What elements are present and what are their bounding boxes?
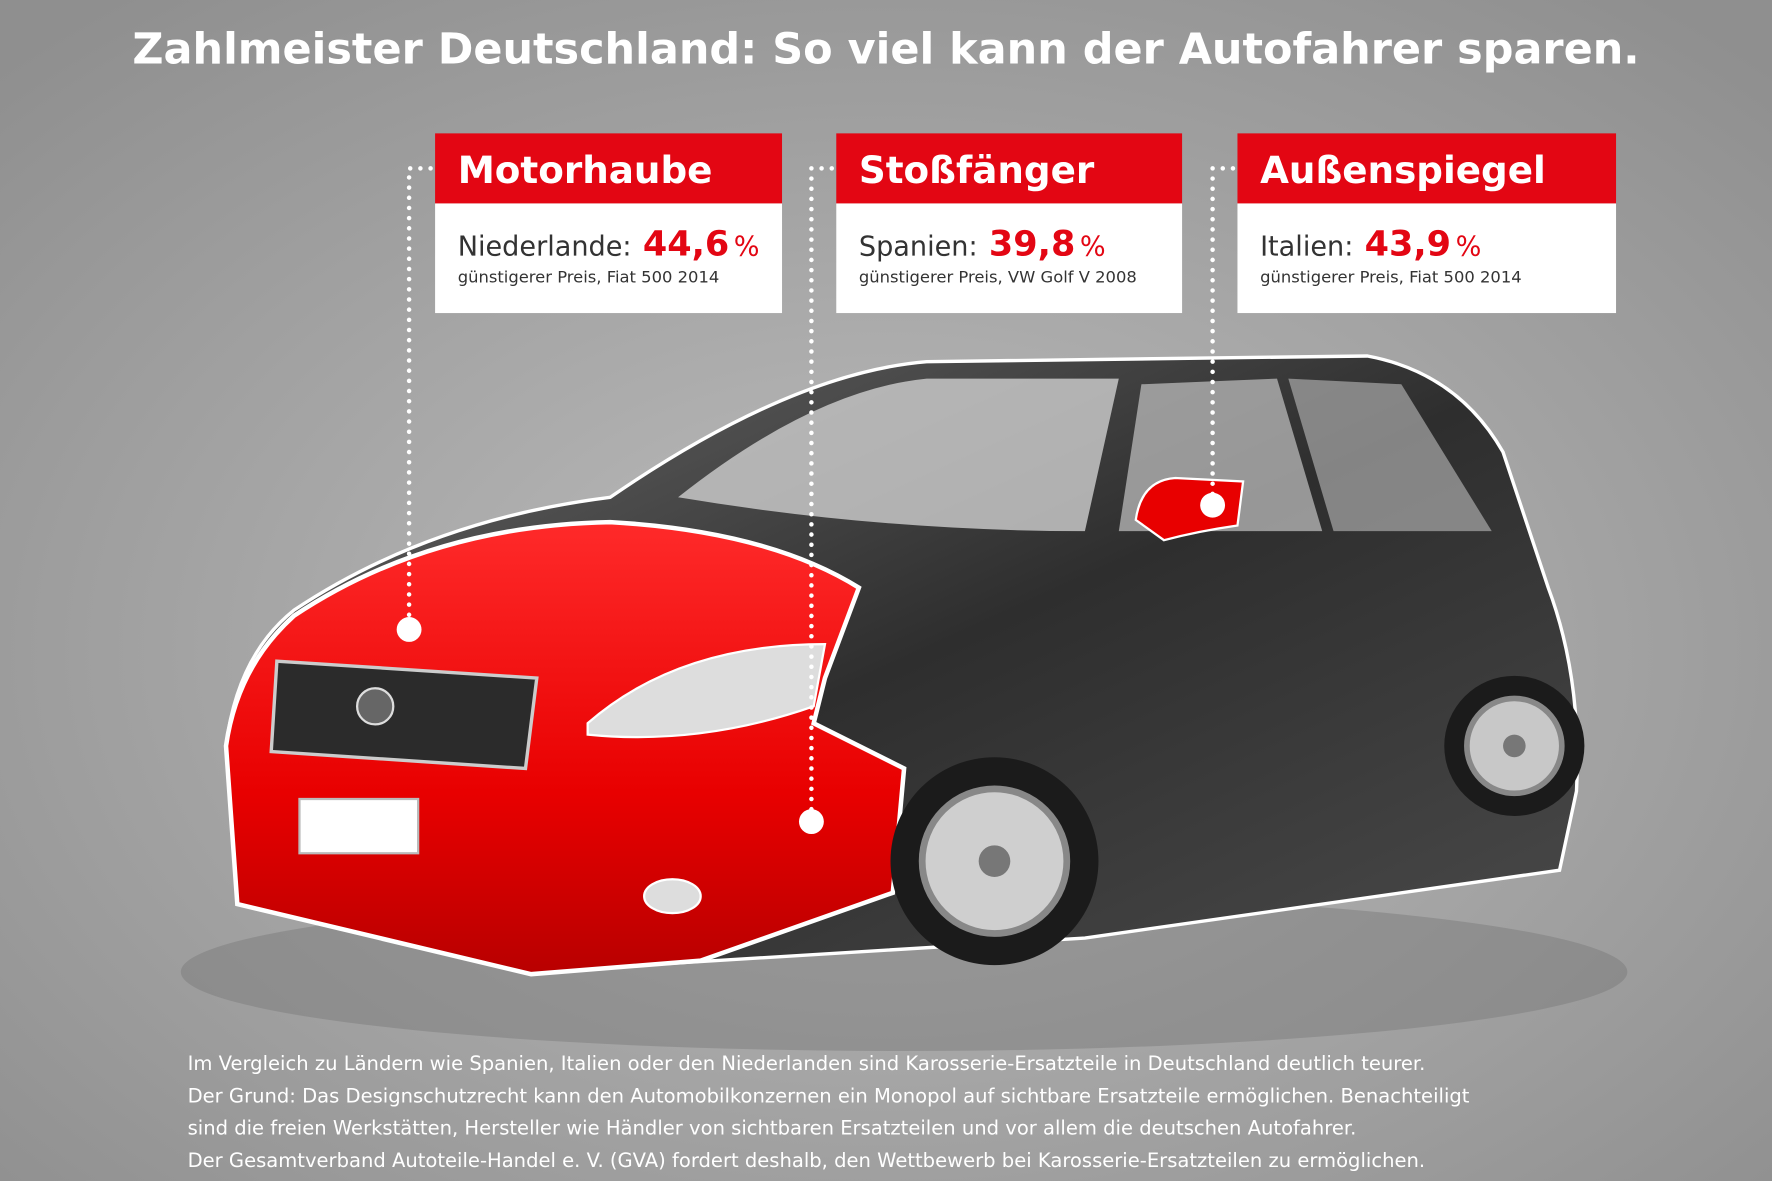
card-body-bg bbox=[1237, 203, 1617, 314]
card-body-bg bbox=[435, 203, 783, 314]
card-value: 44,6 bbox=[643, 223, 729, 264]
card-value: 39,8 bbox=[989, 223, 1075, 264]
card-header: Außenspiegel bbox=[1260, 148, 1546, 192]
card-value-line: Niederlande: 44,6% bbox=[458, 223, 760, 264]
card-country: Niederlande: bbox=[458, 231, 632, 262]
card-unit: % bbox=[734, 231, 760, 262]
leader-dot bbox=[798, 809, 824, 835]
card-unit: % bbox=[1080, 231, 1106, 262]
leader-line bbox=[406, 166, 433, 632]
card-header: Motorhaube bbox=[458, 148, 713, 192]
card-unit: % bbox=[1456, 231, 1482, 262]
card-header-bg bbox=[1237, 133, 1617, 204]
footer-line: Der Gesamtverband Autoteile-Handel e. V.… bbox=[188, 1149, 1426, 1172]
footer-line: Im Vergleich zu Ländern wie Spanien, Ita… bbox=[188, 1052, 1426, 1075]
card-body-bg bbox=[836, 203, 1183, 314]
card-country: Italien: bbox=[1260, 231, 1353, 262]
card: Außenspiegel Italien: 43,9 % günstigerer Pre… bbox=[1200, 133, 1617, 518]
card: Stoßfänger Spanien: 39,8 % günstigerer Preis… bbox=[798, 133, 1183, 835]
card-value-line: Italien: 43,9% bbox=[1260, 223, 1481, 264]
card-header: Stoßfänger bbox=[859, 148, 1095, 192]
footer-line: Der Grund: Das Designschutzrecht kann de… bbox=[188, 1084, 1470, 1107]
card-header-bg bbox=[836, 133, 1183, 204]
card-header-bg bbox=[435, 133, 783, 204]
card-note: günstigerer Preis, Fiat 500 2014 bbox=[1260, 268, 1522, 287]
leader-dot bbox=[396, 617, 422, 642]
cards: Motorhaube Niederlande: 44,6 % günstigerer P… bbox=[396, 133, 1617, 835]
car bbox=[223, 354, 1585, 977]
card-note: günstigerer Preis, VW Golf V 2008 bbox=[859, 268, 1137, 287]
card-country: Spanien: bbox=[859, 231, 978, 262]
card-value-line: Spanien: 39,8% bbox=[859, 223, 1106, 264]
card-note: günstigerer Preis, Fiat 500 2014 bbox=[458, 268, 720, 287]
leader-line bbox=[1210, 166, 1236, 508]
card-value: 43,9 bbox=[1365, 223, 1451, 264]
footer-line: sind die freien Werkstätten, Hersteller … bbox=[188, 1117, 1357, 1140]
title: Zahlmeister Deutschland: So viel kann de… bbox=[132, 24, 1639, 74]
card: Motorhaube Niederlande: 44,6 % günstigerer P… bbox=[396, 133, 783, 642]
leader-line bbox=[809, 166, 835, 824]
leader-dot bbox=[1200, 492, 1226, 518]
footer: Im Vergleich zu Ländern wie Spanien, Ita… bbox=[188, 1052, 1470, 1172]
